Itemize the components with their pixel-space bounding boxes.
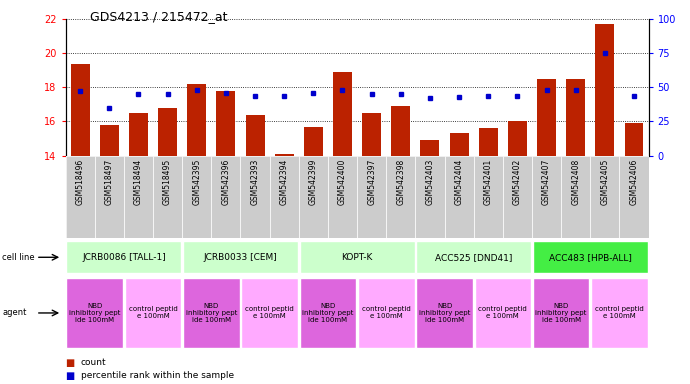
Text: GSM542395: GSM542395	[193, 159, 201, 205]
Text: JCRB0033 [CEM]: JCRB0033 [CEM]	[204, 253, 277, 262]
Text: count: count	[81, 358, 106, 367]
Bar	[95, 156, 124, 238]
Bar	[391, 106, 411, 156]
Text: GSM542404: GSM542404	[455, 159, 464, 205]
Bar	[66, 156, 95, 238]
Bar	[183, 242, 298, 273]
Bar	[590, 156, 620, 238]
Bar	[479, 128, 497, 156]
Bar	[299, 278, 356, 348]
Text: NBD
inhibitory pept
ide 100mM: NBD inhibitory pept ide 100mM	[302, 303, 353, 323]
Bar	[595, 24, 614, 156]
Bar	[246, 115, 264, 156]
Bar	[416, 242, 531, 273]
Bar	[415, 156, 444, 238]
Bar	[503, 156, 532, 238]
Text: ACC483 [HPB-ALL]: ACC483 [HPB-ALL]	[549, 253, 632, 262]
Bar	[270, 156, 299, 238]
Text: GSM542405: GSM542405	[600, 159, 609, 205]
Text: GSM542396: GSM542396	[221, 159, 230, 205]
Bar	[591, 278, 648, 348]
Bar	[299, 242, 415, 273]
Bar	[100, 125, 119, 156]
Bar	[566, 79, 585, 156]
Text: GSM542394: GSM542394	[279, 159, 288, 205]
Bar	[70, 63, 90, 156]
Text: percentile rank within the sample: percentile rank within the sample	[81, 371, 234, 380]
Text: control peptid
e 100mM: control peptid e 100mM	[245, 306, 294, 319]
Text: NBD
inhibitory pept
ide 100mM: NBD inhibitory pept ide 100mM	[535, 303, 586, 323]
Bar	[357, 156, 386, 238]
Bar	[183, 278, 239, 348]
Text: GSM542402: GSM542402	[513, 159, 522, 205]
Bar	[444, 156, 473, 238]
Bar	[211, 156, 241, 238]
Text: GSM542407: GSM542407	[542, 159, 551, 205]
Text: GSM518496: GSM518496	[76, 159, 85, 205]
Text: GSM542408: GSM542408	[571, 159, 580, 205]
Bar	[125, 278, 181, 348]
Bar	[187, 84, 206, 156]
Bar	[241, 278, 298, 348]
Text: GSM542397: GSM542397	[367, 159, 376, 205]
Bar	[217, 91, 235, 156]
Text: ■: ■	[66, 358, 75, 368]
Text: ACC525 [DND41]: ACC525 [DND41]	[435, 253, 513, 262]
Text: NBD
inhibitory pept
ide 100mM: NBD inhibitory pept ide 100mM	[419, 303, 470, 323]
Bar	[129, 113, 148, 156]
Bar	[533, 278, 589, 348]
Text: control peptid
e 100mM: control peptid e 100mM	[595, 306, 644, 319]
Bar	[158, 108, 177, 156]
Bar	[124, 156, 153, 238]
Text: GSM542401: GSM542401	[484, 159, 493, 205]
Text: NBD
inhibitory pept
ide 100mM: NBD inhibitory pept ide 100mM	[69, 303, 120, 323]
Bar	[508, 121, 527, 156]
Bar	[153, 156, 182, 238]
Text: GSM542399: GSM542399	[309, 159, 318, 205]
Bar	[473, 156, 503, 238]
Bar	[304, 127, 323, 156]
Bar	[66, 278, 123, 348]
Text: control peptid
e 100mM: control peptid e 100mM	[128, 306, 177, 319]
Text: GDS4213 / 215472_at: GDS4213 / 215472_at	[90, 10, 227, 23]
Bar	[620, 156, 649, 238]
Bar	[386, 156, 415, 238]
Text: JCRB0086 [TALL-1]: JCRB0086 [TALL-1]	[82, 253, 166, 262]
Bar	[561, 156, 591, 238]
Text: KOPT-K: KOPT-K	[342, 253, 373, 262]
Bar	[182, 156, 211, 238]
Bar	[416, 278, 473, 348]
Bar	[358, 278, 415, 348]
Text: cell line: cell line	[2, 253, 34, 262]
Bar	[66, 242, 181, 273]
Bar	[475, 278, 531, 348]
Text: control peptid
e 100mM: control peptid e 100mM	[362, 306, 411, 319]
Bar	[450, 133, 469, 156]
Text: GSM542400: GSM542400	[338, 159, 347, 205]
Text: ■: ■	[66, 371, 75, 381]
Text: GSM518495: GSM518495	[163, 159, 172, 205]
Bar	[333, 72, 352, 156]
Bar	[241, 156, 270, 238]
Bar	[624, 123, 644, 156]
Bar	[532, 156, 561, 238]
Text: agent: agent	[2, 308, 26, 318]
Bar	[328, 156, 357, 238]
Bar	[275, 154, 294, 156]
Bar	[537, 79, 556, 156]
Text: NBD
inhibitory pept
ide 100mM: NBD inhibitory pept ide 100mM	[186, 303, 237, 323]
Text: GSM542393: GSM542393	[250, 159, 259, 205]
Text: GSM542398: GSM542398	[396, 159, 405, 205]
Bar	[533, 242, 648, 273]
Text: GSM518494: GSM518494	[134, 159, 143, 205]
Text: control peptid
e 100mM: control peptid e 100mM	[478, 306, 527, 319]
Bar	[362, 113, 381, 156]
Bar	[299, 156, 328, 238]
Text: GSM518497: GSM518497	[105, 159, 114, 205]
Text: GSM542406: GSM542406	[629, 159, 638, 205]
Bar	[420, 140, 440, 156]
Text: GSM542403: GSM542403	[426, 159, 435, 205]
